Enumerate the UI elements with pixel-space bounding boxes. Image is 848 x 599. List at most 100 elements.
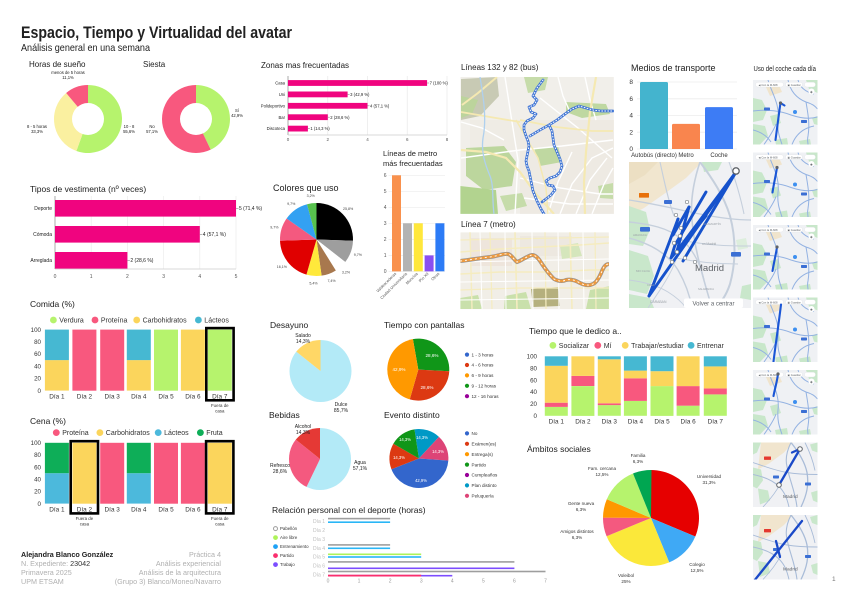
svg-text:40: 40 [34,477,41,484]
svg-text:Siesta: Siesta [143,60,166,69]
svg-text:Bebidas: Bebidas [269,410,300,420]
svg-text:◈: ◈ [810,380,813,384]
svg-text:Líneas de metro: Líneas de metro [383,149,437,158]
svg-text:▣ Guardar: ▣ Guardar [788,155,801,159]
svg-text:Día 5: Día 5 [158,507,174,514]
svg-text:6,3%: 6,3% [633,459,643,464]
svg-text:Colores que uso: Colores que uso [273,183,339,193]
svg-text:más frecuentadas: más frecuentadas [383,159,443,168]
svg-text:28,6%: 28,6% [273,469,288,475]
svg-text:Día 2: Día 2 [575,419,591,426]
svg-text:4: 4 [451,579,454,585]
svg-text:9,7%: 9,7% [287,202,296,206]
svg-text:Análisis general en una semana: Análisis general en una semana [21,42,150,54]
svg-text:5 (71,4 %): 5 (71,4 %) [239,206,262,212]
svg-text:25%: 25% [621,579,630,584]
svg-text:100: 100 [31,440,42,447]
svg-text:8: 8 [629,79,633,86]
svg-text:CHAMARTÍN: CHAMARTÍN [703,222,721,226]
svg-text:5: 5 [235,274,238,280]
svg-text:8 - 5 horas: 8 - 5 horas [27,124,47,129]
svg-text:▣ Guardar: ▣ Guardar [788,300,801,304]
svg-text:Partido: Partido [280,553,294,558]
svg-text:Día 6: Día 6 [313,563,325,569]
svg-text:Mí: Mí [604,343,612,350]
svg-text:14,3%: 14,3% [296,430,311,436]
svg-text:Dulce: Dulce [335,402,348,408]
svg-text:Madrid: Madrid [783,494,798,500]
svg-text:8: 8 [446,137,449,142]
svg-text:12 - 16 horas: 12 - 16 horas [472,394,500,399]
svg-text:Voleibol: Voleibol [618,573,634,578]
svg-text:Autobús (directo): Autobús (directo) [631,153,677,159]
svg-text:60: 60 [34,464,41,471]
svg-text:Amigos distintos: Amigos distintos [560,529,594,534]
svg-text:N. Expediente: 23042: N. Expediente: 23042 [21,559,90,568]
svg-text:Espacio, Tiempo y Virtualidad: Espacio, Tiempo y Virtualidad del avatar [21,23,292,42]
svg-text:42,9%: 42,9% [231,113,243,118]
svg-text:Fam. cercana: Fam. cercana [588,466,617,471]
svg-text:Evento distinto: Evento distinto [384,410,440,420]
svg-text:Alcohol: Alcohol [295,424,311,430]
svg-text:14,3%: 14,3% [432,449,444,454]
svg-text:Proteína: Proteína [62,430,89,437]
svg-text:10 - 8: 10 - 8 [124,124,135,129]
svg-text:31,3%: 31,3% [702,480,715,485]
svg-text:9,7%: 9,7% [270,225,279,229]
svg-text:9,7%: 9,7% [354,253,363,257]
svg-text:Tipos de vestimenta (nº veces): Tipos de vestimenta (nº veces) [30,184,146,194]
svg-text:85,7%: 85,7% [334,408,349,414]
svg-text:14,3%: 14,3% [399,437,411,442]
svg-text:Bar: Bar [278,115,285,120]
svg-text:Casa: Casa [275,81,285,86]
svg-text:(Grupo 3) Blanco/Moneo/Navarro: (Grupo 3) Blanco/Moneo/Navarro [115,577,221,586]
svg-text:6,3%: 6,3% [572,535,582,540]
svg-text:Cena (%): Cena (%) [30,416,66,426]
svg-text:Polideportivo: Polideportivo [261,103,286,108]
svg-text:Arreglada: Arreglada [30,258,52,264]
svg-text:0: 0 [629,146,633,153]
svg-text:2: 2 [629,129,633,136]
svg-text:Aire libre: Aire libre [280,535,298,540]
svg-text:5,4%: 5,4% [309,282,318,286]
svg-text:42,9%: 42,9% [415,478,427,483]
svg-text:▣ Guardar: ▣ Guardar [788,228,801,232]
svg-text:Agua: Agua [354,460,366,466]
svg-text:Deporte: Deporte [34,206,52,212]
svg-text:Día 1: Día 1 [49,394,65,401]
svg-text:Día 3: Día 3 [313,537,325,543]
svg-text:Carbohidratos: Carbohidratos [106,430,150,437]
svg-text:55,6%: 55,6% [123,129,135,134]
svg-text:Verdura: Verdura [59,317,84,324]
svg-text:casa: casa [80,522,90,527]
svg-text:4: 4 [198,274,201,280]
svg-text:0: 0 [327,579,330,585]
svg-text:Día 7: Día 7 [212,507,228,514]
svg-text:7: 7 [544,579,547,585]
svg-text:MO CLOA: MO CLOA [636,269,650,273]
svg-text:60: 60 [530,377,537,384]
svg-text:Día 3: Día 3 [602,419,618,426]
svg-text:◀ Con la M-608: ◀ Con la M-608 [759,155,778,159]
svg-text:1 (14,3 %): 1 (14,3 %) [310,126,330,131]
svg-text:Tiempo con pantallas: Tiempo con pantallas [384,320,464,330]
svg-text:Día 4: Día 4 [131,507,147,514]
svg-text:14,3%: 14,3% [416,435,428,440]
svg-text:Líneas 132 y 82 (bus): Líneas 132 y 82 (bus) [461,63,539,72]
svg-text:7 (100 %): 7 (100 %) [430,81,449,86]
svg-text:on Madrid: on Madrid [702,242,716,246]
svg-text:Día 7: Día 7 [212,394,228,401]
svg-text:Día 3: Día 3 [105,394,121,401]
svg-text:Uni: Uni [279,92,285,97]
svg-text:Partido: Partido [472,462,487,467]
svg-text:16,1%: 16,1% [277,265,288,269]
svg-text:menos de 5 horas: menos de 5 horas [51,70,85,75]
svg-text:1: 1 [358,579,361,585]
svg-text:Sí: Sí [235,108,240,113]
svg-text:Día 5: Día 5 [313,555,325,561]
svg-text:Día 1: Día 1 [549,419,565,426]
svg-text:Cumpleaños: Cumpleaños [472,473,498,478]
svg-text:Fuera de: Fuera de [211,516,229,521]
svg-text:Carbohidratos: Carbohidratos [143,317,187,324]
svg-text:Peluquería: Peluquería [472,494,495,499]
